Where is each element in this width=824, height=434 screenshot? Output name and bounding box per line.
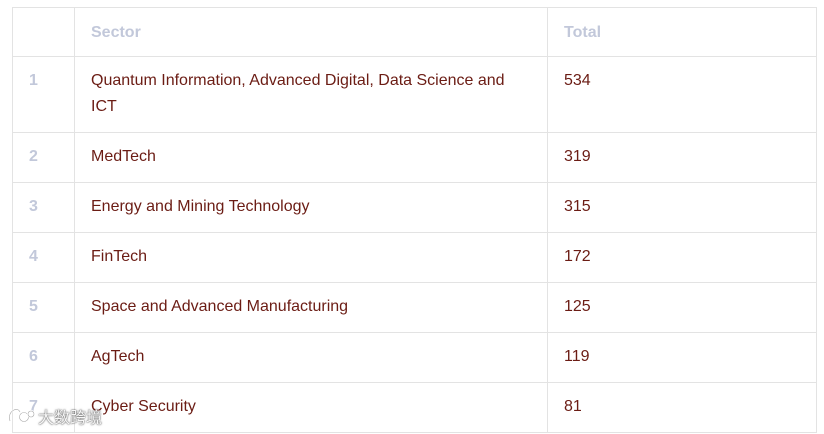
table-row: 7 Cyber Security 81 [12,382,817,433]
total-cell: 319 [547,132,817,183]
sector-table-container: Sector Total 1 Quantum Information, Adva… [12,7,817,433]
row-index: 2 [12,132,75,183]
sector-cell: Energy and Mining Technology [74,182,548,233]
sector-cell: Space and Advanced Manufacturing [74,282,548,333]
sector-cell: Cyber Security [74,382,548,433]
table-row: 2 MedTech 319 [12,132,817,183]
table-row: 3 Energy and Mining Technology 315 [12,182,817,233]
sector-cell: AgTech [74,332,548,383]
total-cell: 81 [547,382,817,433]
sector-cell: FinTech [74,232,548,283]
sector-column-header[interactable]: Sector [74,7,548,57]
total-cell: 534 [547,56,817,133]
total-column-header[interactable]: Total [547,7,817,57]
total-cell: 119 [547,332,817,383]
table-header-row: Sector Total [12,7,817,57]
sector-table: Sector Total 1 Quantum Information, Adva… [12,7,817,433]
row-index: 1 [12,56,75,133]
total-cell: 315 [547,182,817,233]
row-index: 6 [12,332,75,383]
row-index: 3 [12,182,75,233]
row-index: 7 [12,382,75,433]
row-index: 5 [12,282,75,333]
total-cell: 125 [547,282,817,333]
sector-cell: MedTech [74,132,548,183]
row-index: 4 [12,232,75,283]
table-row: 4 FinTech 172 [12,232,817,283]
table-row: 5 Space and Advanced Manufacturing 125 [12,282,817,333]
table-row: 6 AgTech 119 [12,332,817,383]
table-row: 1 Quantum Information, Advanced Digital,… [12,56,817,133]
total-cell: 172 [547,232,817,283]
index-column-header [12,7,75,57]
sector-cell: Quantum Information, Advanced Digital, D… [74,56,548,133]
